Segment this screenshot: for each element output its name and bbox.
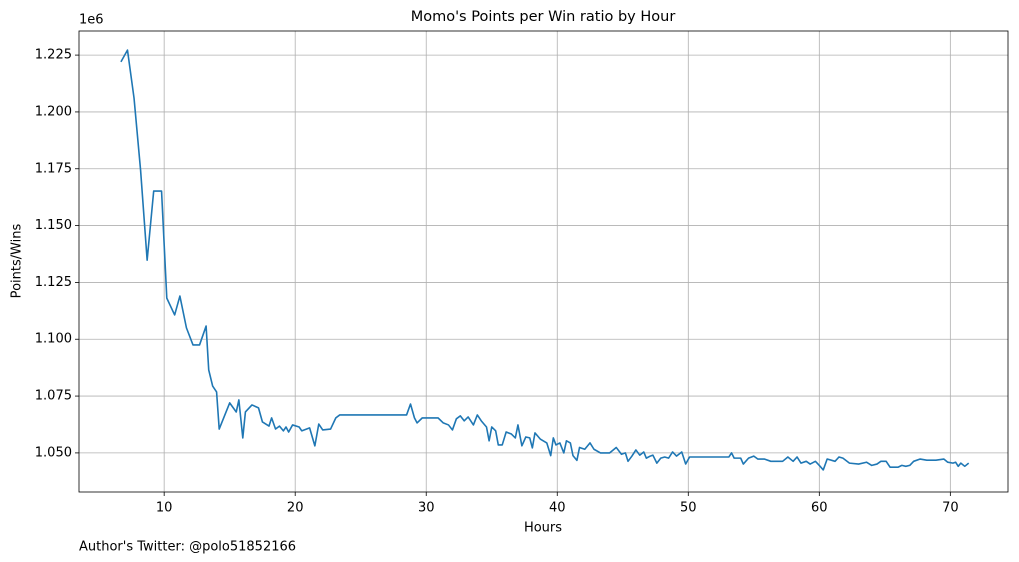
y-tick-label: 1.100 [35, 332, 72, 347]
y-offset-label: 1e6 [79, 13, 104, 28]
y-tick-label: 1.150 [35, 218, 72, 233]
y-tick-label: 1.050 [35, 445, 72, 460]
x-axis-label: Hours [524, 521, 562, 536]
data-line [120, 49, 970, 471]
footnote: Author's Twitter: @polo51852166 [79, 540, 296, 555]
x-tick-label: 30 [418, 501, 435, 516]
x-tick-label: 40 [549, 501, 566, 516]
y-tick-label: 1.075 [35, 389, 72, 404]
y-tick-label: 1.225 [35, 48, 72, 63]
x-tick-label: 10 [156, 501, 173, 516]
y-axis-label: Points/Wins [10, 223, 25, 298]
x-tick-label: 60 [811, 501, 828, 516]
chart-title: Momo's Points per Win ratio by Hour [411, 9, 676, 25]
y-tick-label: 1.125 [35, 275, 72, 290]
x-tick-label: 50 [680, 501, 697, 516]
x-tick-label: 70 [942, 501, 959, 516]
plot-frame [78, 30, 1009, 493]
x-tick-label: 20 [287, 501, 304, 516]
y-tick-label: 1.175 [35, 161, 72, 176]
y-tick-label: 1.200 [35, 104, 72, 119]
